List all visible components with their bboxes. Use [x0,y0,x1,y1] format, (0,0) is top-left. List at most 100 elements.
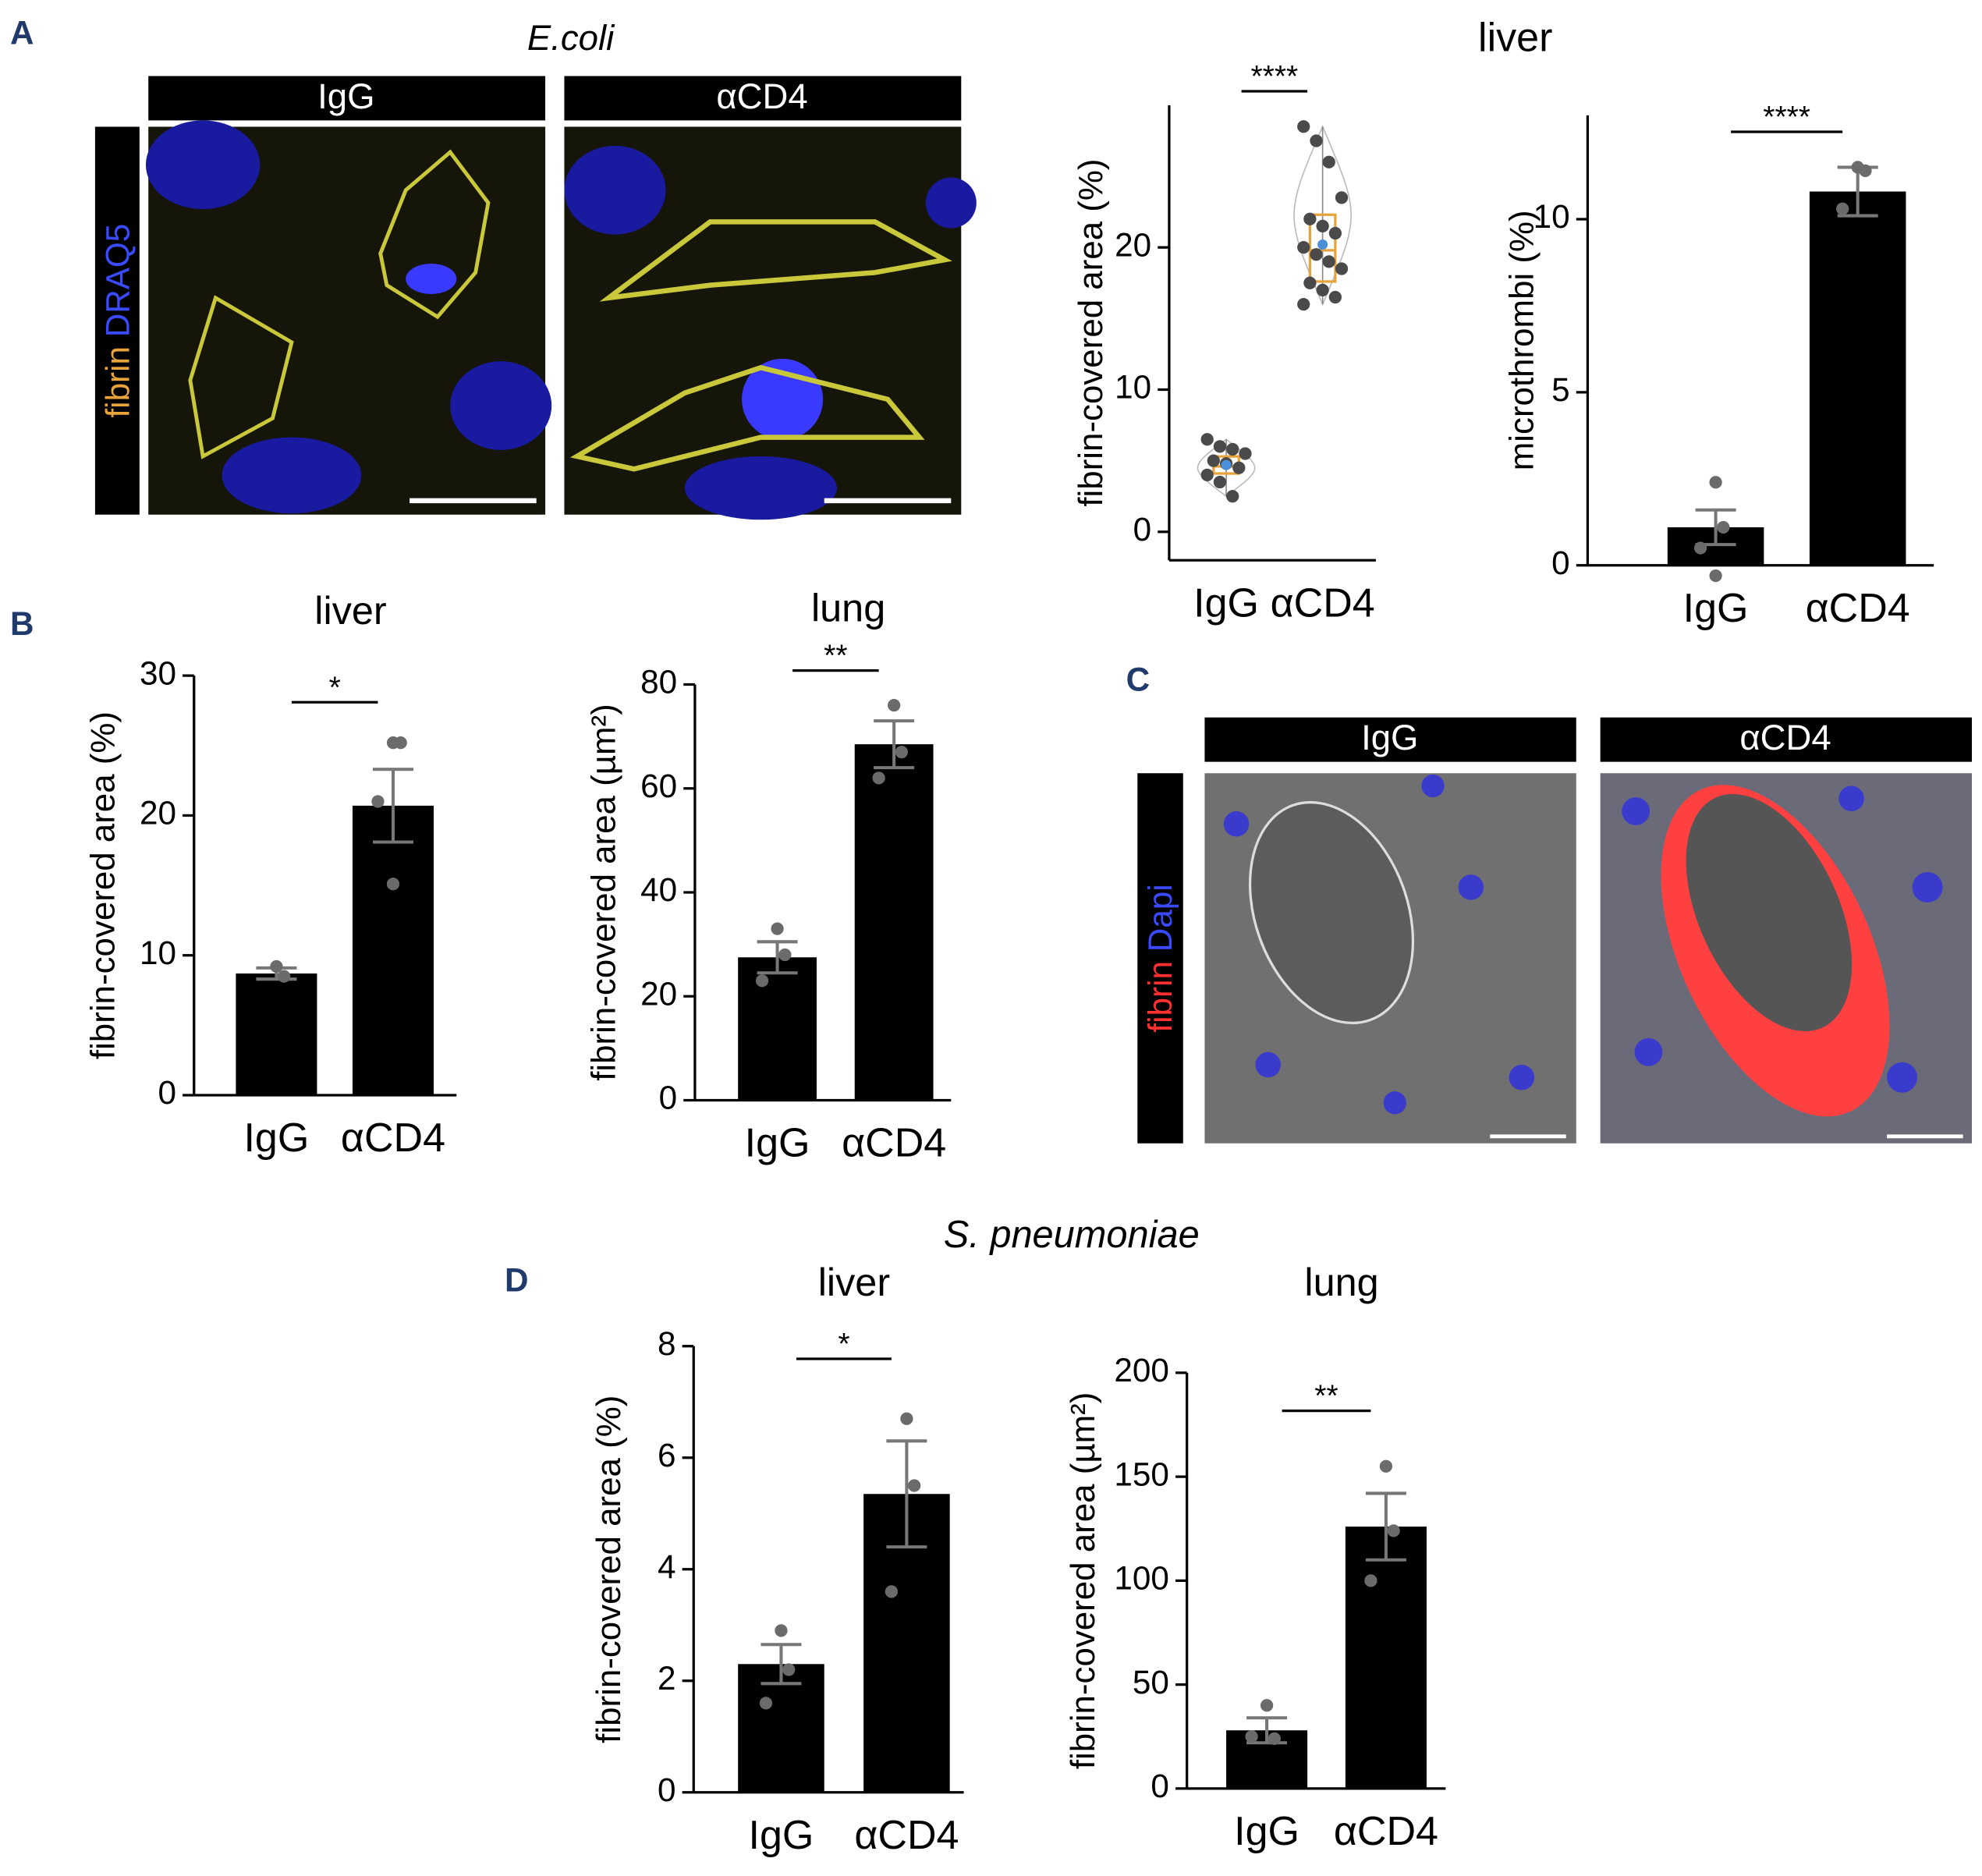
data-point [1693,541,1707,555]
data-point [1322,255,1335,268]
mean [1221,459,1232,470]
micrograph [145,120,552,515]
y-tick-label: 100 [1114,1560,1169,1597]
micrograph [1204,773,1576,1144]
data-point [1303,212,1317,225]
panel-title: liver [1478,16,1552,61]
y-tick-label: 10 [140,934,176,971]
y-axis-label: fibrin-covered area (µm²) [1064,1392,1102,1770]
y-tick-label: 20 [1115,226,1151,263]
data-point [1328,226,1342,240]
data-point [270,959,283,973]
data-point [888,699,901,712]
data-point [278,970,291,983]
chart-title: lung [1304,1260,1378,1304]
y-tick-label: 0 [659,1080,678,1116]
y-axis-label: fibrin-covered area (%) [1072,158,1110,506]
data-point [885,1585,899,1598]
bar [236,973,317,1095]
stain-bar [94,126,140,515]
data-point [1260,1699,1274,1712]
data-point [1213,440,1227,453]
data-point [1245,1730,1258,1743]
x-tick-label: IgG [1234,1809,1299,1854]
y-axis-label: fibrin-covered area (µm²) [585,704,623,1081]
data-point [1297,241,1310,254]
y-tick-label: 50 [1133,1664,1169,1700]
header-bar [564,76,962,121]
x-tick-label: αCD4 [854,1813,959,1858]
bar [352,805,434,1095]
chart-title: lung [811,586,885,630]
box [1308,213,1337,283]
x-tick-label: αCD4 [1806,586,1910,631]
data-point [1268,1732,1281,1746]
y-axis-label: fibrin-covered area (%) [84,711,122,1059]
data-point [1297,120,1310,133]
data-point [1709,569,1722,583]
data-point [1310,134,1323,147]
data-point [1297,297,1310,311]
y-tick-label: 4 [658,1548,676,1585]
data-point [771,922,784,935]
error-bar [874,719,915,770]
data-point [1335,262,1349,275]
data-point [775,1624,788,1637]
y-tick-label: 10 [1115,369,1151,406]
data-point [1709,476,1722,489]
error-bar [372,768,413,844]
data-point [1200,468,1214,481]
data-point [1335,191,1349,204]
x-tick-label: αCD4 [1271,580,1375,626]
data-point [386,878,400,891]
violin [1293,125,1353,307]
header-bar [1204,717,1576,762]
data-point [1232,461,1246,474]
y-tick-label: 60 [640,768,677,804]
y-tick-label: 0 [1133,511,1152,548]
data-point [1200,433,1214,446]
y-tick-label: 20 [640,975,677,1012]
mean [1317,239,1328,250]
data-point [900,1412,913,1425]
y-tick-label: 30 [140,654,176,691]
error-bar [757,940,798,975]
x-tick-label: αCD4 [842,1121,946,1166]
y-tick-label: 0 [1551,544,1570,581]
bar [738,957,817,1101]
chart-title: liver [314,588,386,633]
y-tick-label: 0 [158,1074,176,1111]
error-bar [1246,1716,1288,1745]
error-bar [886,1439,927,1549]
data-point [1328,290,1342,304]
significance-label: ** [824,640,847,673]
x-tick-label: αCD4 [1334,1809,1438,1854]
column-label: IgG [317,76,374,116]
column-label: αCD4 [716,76,807,116]
significance-label: **** [1250,60,1298,94]
y-axis-label: fibrin-covered area (%) [590,1395,628,1743]
data-point [1303,276,1317,289]
significance-label: **** [1763,101,1810,134]
data-point [1387,1524,1400,1537]
x-tick-label: IgG [749,1813,814,1858]
stain-label: fibrin Dapi [1142,884,1179,1032]
column-label: IgG [1361,718,1418,757]
data-point [1213,475,1227,489]
stain-label: fibrin DRAQ5 [100,224,137,418]
data-point [1717,520,1730,534]
panel-letter: C [1126,661,1151,697]
data-point [371,795,385,808]
data-point [1226,490,1239,503]
y-tick-label: 80 [640,664,677,700]
y-tick-label: 0 [658,1771,676,1808]
column-label: αCD4 [1739,718,1831,757]
significance-label: ** [1314,1380,1338,1413]
x-tick-label: IgG [1193,580,1259,626]
significance-label: * [329,671,341,704]
panel-letter: B [10,605,34,642]
data-point [908,1479,921,1492]
micrograph [564,126,977,520]
bar [1809,191,1906,566]
data-point [1239,447,1252,460]
